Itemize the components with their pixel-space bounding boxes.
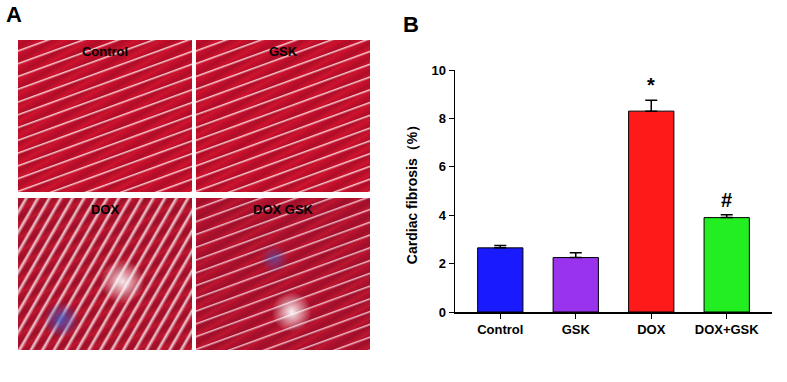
svg-text:*: * (647, 74, 655, 96)
html-text:DOX: DOX (90, 202, 120, 217)
svg-text:Control: Control (477, 322, 523, 337)
svg-text:B: B (403, 12, 419, 37)
svg-text:DOX+GSK: DOX+GSK (695, 322, 760, 337)
html-text:GSK: GSK (268, 44, 298, 59)
html-text:DOX GSK: DOX GSK (253, 202, 313, 217)
html-text:A: A (6, 2, 22, 27)
svg-text:2: 2 (439, 256, 446, 271)
svg-text:8: 8 (439, 111, 446, 126)
html-text:Control: Control (81, 44, 129, 59)
svg-text:4: 4 (439, 208, 447, 223)
svg-text:Cardiac fibrosis（%）: Cardiac fibrosis（%） (404, 118, 420, 264)
svg-text:10: 10 (431, 63, 445, 78)
svg-text:DOX: DOX (637, 322, 666, 337)
svg-text:#: # (721, 189, 732, 211)
svg-text:GSK: GSK (562, 322, 591, 337)
svg-text:6: 6 (439, 159, 446, 174)
svg-text:0: 0 (439, 305, 446, 320)
